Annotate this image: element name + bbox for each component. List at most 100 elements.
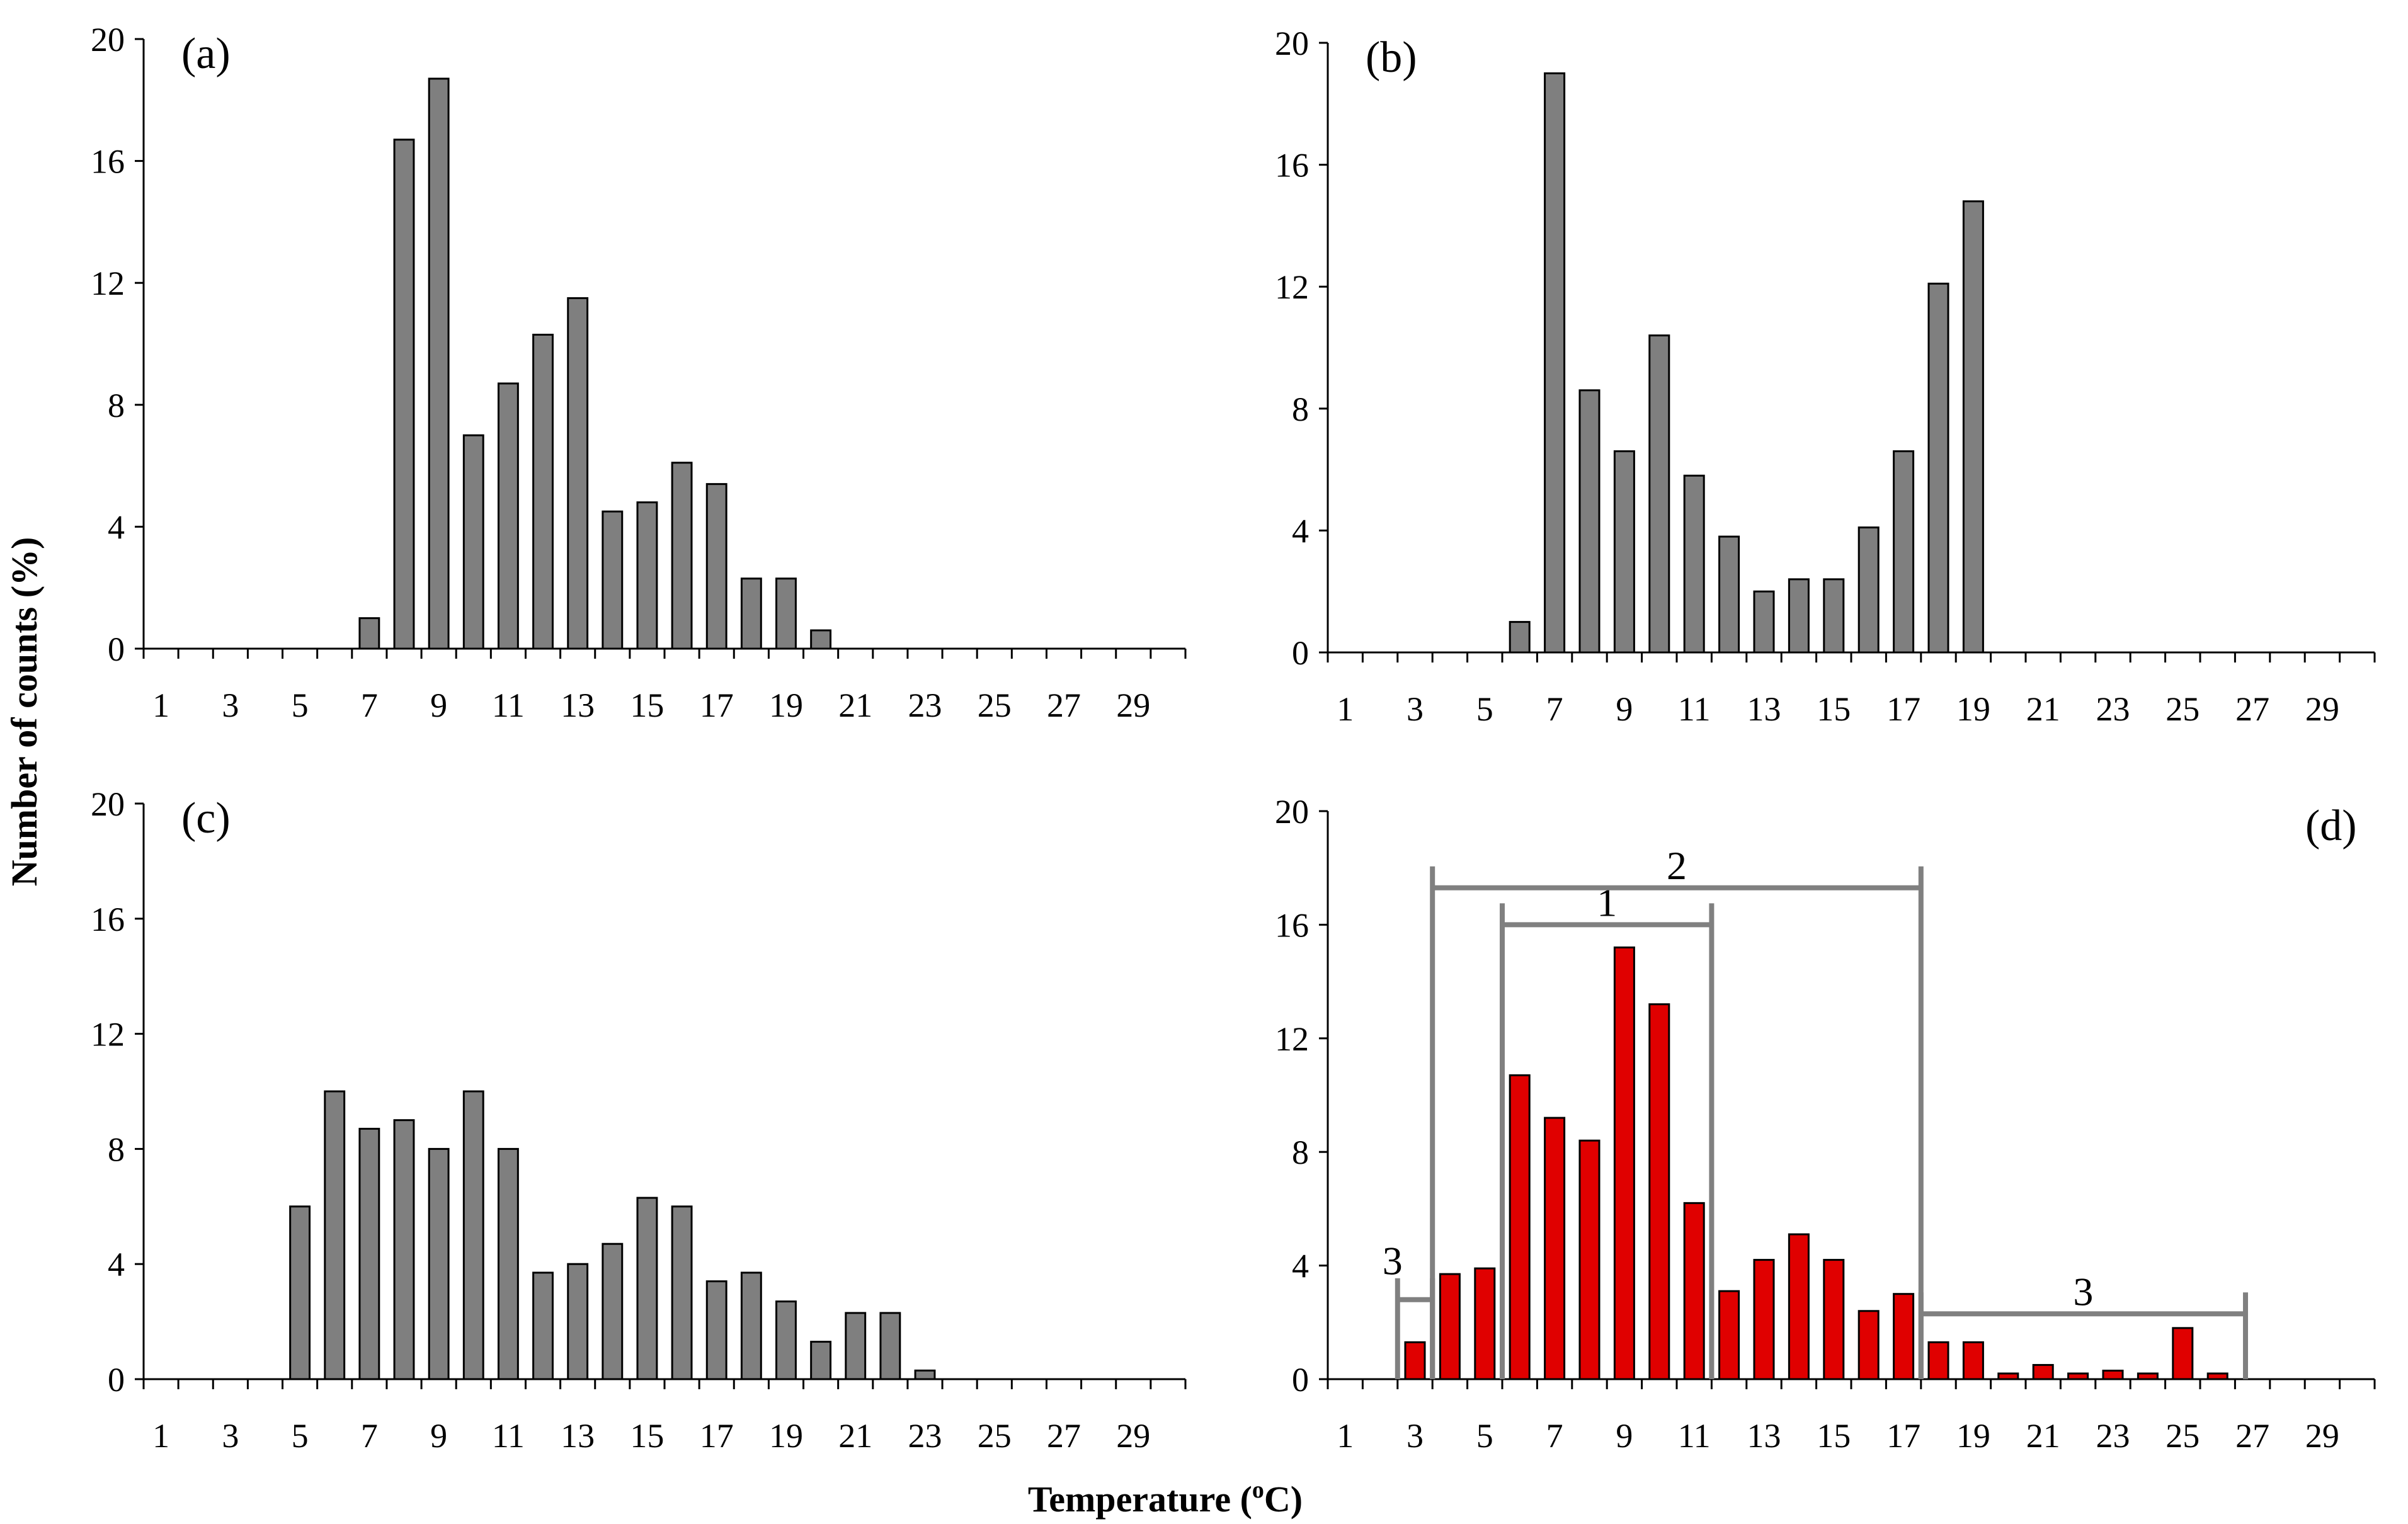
bar-d-10 — [1648, 1003, 1670, 1380]
x-tick-label-b-5: 5 — [1476, 690, 1493, 728]
bar-b-9 — [1613, 450, 1635, 654]
x-tick-label-c-19: 19 — [769, 1417, 803, 1455]
bar-b-16 — [1857, 526, 1880, 654]
x-tick-label-c-7: 7 — [361, 1417, 378, 1455]
bar-d-3 — [1404, 1341, 1426, 1380]
x-tick-label-d-25: 25 — [2165, 1417, 2200, 1455]
panel-label-c: (c) — [181, 794, 231, 843]
x-tick-label-c-5: 5 — [292, 1417, 309, 1455]
bar-d-25 — [2172, 1327, 2194, 1380]
bar-d-18 — [1927, 1341, 1949, 1380]
x-tick-label-c-29: 29 — [1116, 1417, 1150, 1455]
bar-a-18 — [740, 577, 762, 650]
x-tick-label-a-19: 19 — [769, 686, 803, 724]
x-tick-label-d-15: 15 — [1817, 1417, 1851, 1455]
x-tick-label-c-25: 25 — [978, 1417, 1012, 1455]
x-axis-title-suffix: C) — [1264, 1479, 1303, 1520]
y-tick-label-b-16: 16 — [1275, 147, 1309, 185]
bar-d-4 — [1439, 1273, 1461, 1380]
bar-c-10 — [462, 1090, 484, 1380]
x-tick-label-c-23: 23 — [908, 1417, 942, 1455]
y-tick-label-d-12: 12 — [1275, 1020, 1309, 1058]
bar-d-21 — [2032, 1363, 2054, 1380]
x-tick-label-d-21: 21 — [2026, 1417, 2060, 1455]
bar-c-23 — [914, 1369, 936, 1380]
bar-c-16 — [671, 1205, 693, 1380]
x-tick-label-a-23: 23 — [908, 686, 942, 724]
x-tick-label-d-7: 7 — [1546, 1417, 1563, 1455]
bar-d-26 — [2206, 1372, 2228, 1380]
range-label-4: 3 — [2073, 1269, 2093, 1314]
x-tick-label-b-17: 17 — [1886, 690, 1920, 728]
y-tick-label-b-4: 4 — [1292, 512, 1309, 550]
bar-c-6 — [324, 1090, 346, 1380]
bar-d-20 — [1997, 1372, 2019, 1380]
bar-c-15 — [636, 1197, 658, 1380]
y-tick-label-c-0: 0 — [108, 1361, 125, 1399]
x-tick-label-d-11: 11 — [1678, 1417, 1711, 1455]
bar-d-14 — [1788, 1233, 1810, 1380]
y-tick-label-c-4: 4 — [108, 1246, 125, 1283]
y-tick-label-a-8: 8 — [108, 387, 125, 424]
y-tick-label-c-16: 16 — [91, 901, 125, 938]
y-axis-title: Number of counts (%) — [4, 537, 45, 887]
bar-a-13 — [567, 297, 589, 650]
bar-a-19 — [775, 577, 797, 650]
x-tick-label-b-15: 15 — [1817, 690, 1851, 728]
x-tick-label-a-15: 15 — [630, 686, 664, 724]
bar-b-8 — [1578, 389, 1601, 654]
x-tick-label-c-15: 15 — [630, 1417, 664, 1455]
bar-a-17 — [705, 483, 728, 650]
x-tick-label-b-27: 27 — [2235, 690, 2269, 728]
bar-a-7 — [358, 617, 380, 650]
x-tick-label-a-9: 9 — [430, 686, 447, 724]
x-tick-label-b-3: 3 — [1407, 690, 1424, 728]
bar-b-17 — [1893, 450, 1915, 654]
x-tick-label-b-1: 1 — [1337, 690, 1354, 728]
bar-d-15 — [1823, 1259, 1845, 1380]
bar-d-16 — [1857, 1310, 1880, 1380]
x-tick-label-a-5: 5 — [292, 686, 309, 724]
x-axis-title-degree: o — [1252, 1477, 1264, 1503]
bar-b-19 — [1962, 200, 1984, 654]
x-tick-label-b-7: 7 — [1546, 690, 1563, 728]
x-tick-label-c-3: 3 — [222, 1417, 239, 1455]
bar-c-5 — [289, 1205, 311, 1380]
x-tick-label-b-23: 23 — [2096, 690, 2130, 728]
bar-a-16 — [671, 462, 693, 650]
bar-c-14 — [602, 1243, 624, 1380]
bar-d-23 — [2102, 1369, 2124, 1380]
x-tick-label-a-25: 25 — [978, 686, 1012, 724]
y-tick-label-c-20: 20 — [91, 785, 125, 823]
bar-d-7 — [1544, 1117, 1566, 1380]
bar-c-9 — [428, 1147, 450, 1380]
y-tick-label-a-16: 16 — [91, 143, 125, 181]
bar-c-22 — [879, 1312, 901, 1380]
x-tick-label-c-21: 21 — [838, 1417, 872, 1455]
x-tick-label-c-11: 11 — [492, 1417, 525, 1455]
bar-b-7 — [1544, 72, 1566, 654]
x-tick-label-a-3: 3 — [222, 686, 239, 724]
y-tick-label-b-20: 20 — [1275, 25, 1309, 62]
y-tick-label-b-12: 12 — [1275, 268, 1309, 306]
x-tick-label-b-11: 11 — [1678, 690, 1711, 728]
bar-c-21 — [845, 1312, 867, 1380]
x-tick-label-c-9: 9 — [430, 1417, 447, 1455]
panel-label-d: (d) — [2305, 802, 2357, 850]
bar-c-12 — [532, 1271, 554, 1380]
y-tick-label-a-0: 0 — [108, 630, 125, 668]
bar-d-5 — [1474, 1267, 1496, 1380]
bar-d-13 — [1753, 1259, 1775, 1380]
y-tick-label-b-0: 0 — [1292, 634, 1309, 672]
x-tick-label-a-17: 17 — [700, 686, 734, 724]
bar-d-11 — [1683, 1202, 1705, 1380]
x-tick-label-a-13: 13 — [561, 686, 595, 724]
bar-a-10 — [462, 434, 484, 650]
x-tick-label-b-29: 29 — [2305, 690, 2339, 728]
y-tick-label-a-12: 12 — [91, 264, 125, 302]
bar-b-12 — [1718, 535, 1740, 654]
x-tick-label-c-13: 13 — [561, 1417, 595, 1455]
x-tick-label-d-27: 27 — [2235, 1417, 2269, 1455]
x-tick-label-d-19: 19 — [1956, 1417, 1990, 1455]
